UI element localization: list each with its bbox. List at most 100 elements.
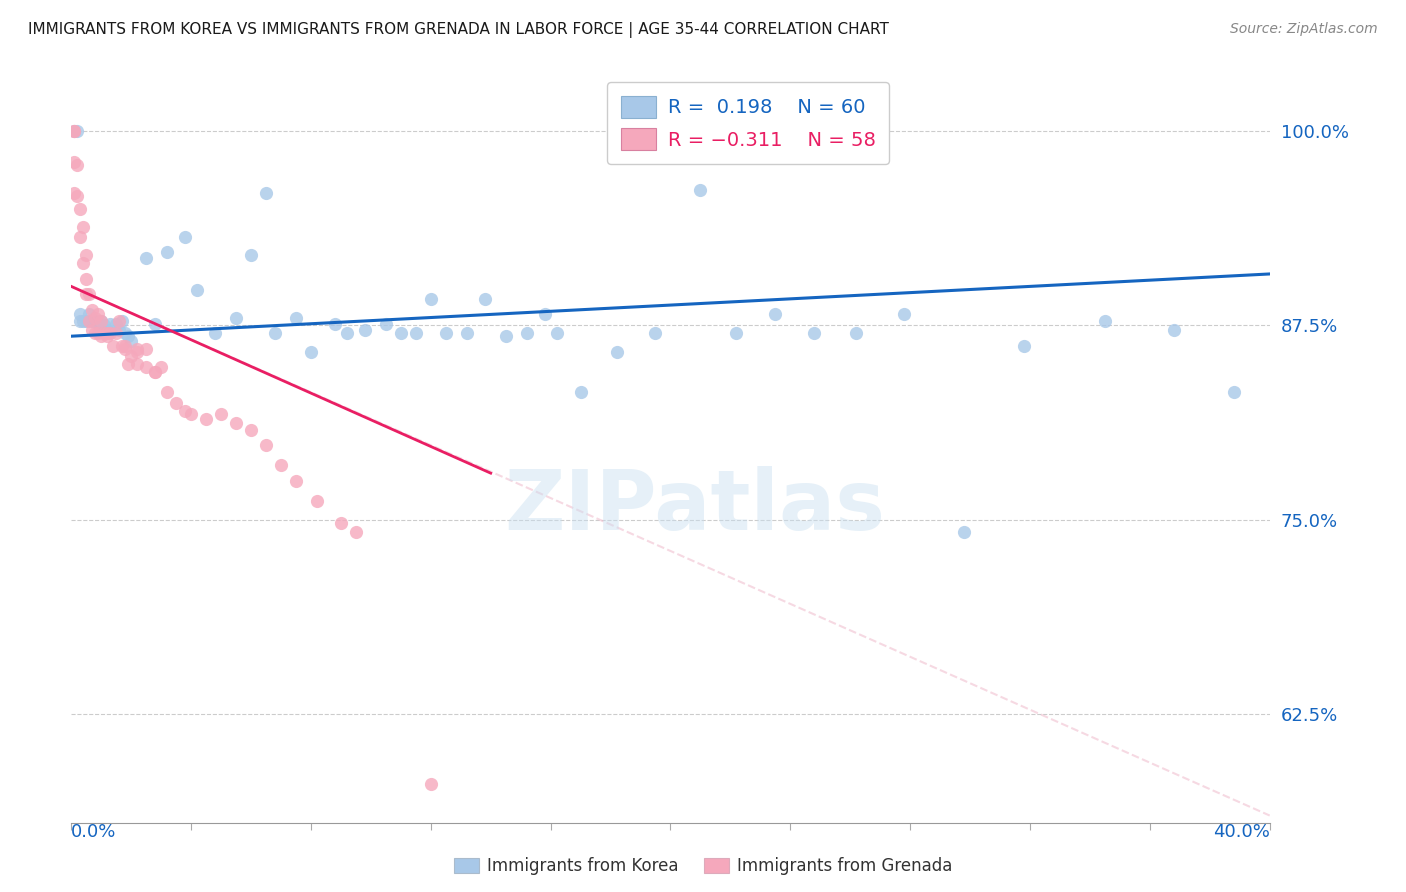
Text: Source: ZipAtlas.com: Source: ZipAtlas.com — [1230, 22, 1378, 37]
Point — [195, 411, 218, 425]
Point — [114, 326, 136, 340]
Point — [225, 310, 247, 325]
Point — [264, 326, 287, 340]
Point — [82, 313, 104, 327]
Point — [96, 329, 118, 343]
Point — [305, 494, 328, 508]
Point — [516, 326, 538, 340]
Point — [77, 313, 100, 327]
Point — [953, 525, 976, 540]
Point — [114, 338, 136, 352]
Point — [84, 326, 107, 340]
Point — [174, 229, 197, 244]
Point — [374, 317, 396, 331]
Point — [114, 342, 136, 356]
Point — [284, 474, 307, 488]
Point — [90, 329, 112, 343]
Point — [127, 342, 149, 356]
Point — [186, 283, 208, 297]
Point — [143, 317, 166, 331]
Point — [66, 189, 89, 203]
Point — [84, 313, 107, 327]
Point — [174, 404, 197, 418]
Point — [117, 357, 139, 371]
Point — [77, 307, 100, 321]
Point — [90, 313, 112, 327]
Point — [82, 323, 104, 337]
Point — [103, 338, 125, 352]
Point — [533, 307, 555, 321]
Point — [72, 256, 94, 270]
Point — [845, 326, 868, 340]
Point — [105, 317, 128, 331]
Text: 40.0%: 40.0% — [1213, 823, 1270, 841]
Point — [127, 344, 149, 359]
Point — [1094, 313, 1116, 327]
Point — [354, 323, 377, 337]
Point — [75, 313, 97, 327]
Point — [69, 307, 91, 321]
Point — [456, 326, 478, 340]
Point — [405, 326, 427, 340]
Point — [254, 438, 277, 452]
Point — [87, 307, 110, 321]
Point — [72, 313, 94, 327]
Point — [117, 329, 139, 343]
Point — [323, 317, 346, 331]
Text: ZIPatlas: ZIPatlas — [503, 466, 884, 547]
Point — [156, 245, 179, 260]
Point — [284, 310, 307, 325]
Point — [180, 407, 202, 421]
Point — [120, 334, 142, 348]
Point — [419, 292, 441, 306]
Point — [329, 516, 352, 530]
Point — [419, 777, 441, 791]
Point — [93, 326, 115, 340]
Text: 0.0%: 0.0% — [72, 823, 117, 841]
Point — [77, 287, 100, 301]
Point — [143, 365, 166, 379]
Point — [108, 323, 131, 337]
Point — [1163, 323, 1185, 337]
Point — [893, 307, 915, 321]
Legend: R =  0.198    N = 60, R = −0.311    N = 58: R = 0.198 N = 60, R = −0.311 N = 58 — [607, 82, 889, 164]
Point — [111, 313, 134, 327]
Point — [763, 307, 786, 321]
Point — [240, 423, 263, 437]
Point — [127, 357, 149, 371]
Point — [69, 202, 91, 216]
Legend: Immigrants from Korea, Immigrants from Grenada: Immigrants from Korea, Immigrants from G… — [446, 849, 960, 884]
Point — [165, 396, 187, 410]
Point — [105, 326, 128, 340]
Point — [240, 248, 263, 262]
Point — [98, 317, 121, 331]
Point — [96, 323, 118, 337]
Point — [434, 326, 457, 340]
Point — [254, 186, 277, 200]
Point — [725, 326, 748, 340]
Point — [75, 271, 97, 285]
Point — [299, 344, 322, 359]
Point — [135, 360, 157, 375]
Point — [546, 326, 568, 340]
Point — [63, 124, 86, 138]
Point — [63, 154, 86, 169]
Point — [111, 338, 134, 352]
Point — [689, 183, 711, 197]
Point — [569, 385, 592, 400]
Point — [69, 229, 91, 244]
Point — [389, 326, 412, 340]
Point — [87, 317, 110, 331]
Point — [84, 310, 107, 325]
Point — [803, 326, 825, 340]
Point — [1222, 385, 1244, 400]
Point — [90, 313, 112, 327]
Point — [225, 417, 247, 431]
Point — [606, 344, 628, 359]
Point — [63, 124, 86, 138]
Point — [120, 350, 142, 364]
Point — [87, 326, 110, 340]
Point — [66, 158, 89, 172]
Point — [135, 252, 157, 266]
Point — [644, 326, 666, 340]
